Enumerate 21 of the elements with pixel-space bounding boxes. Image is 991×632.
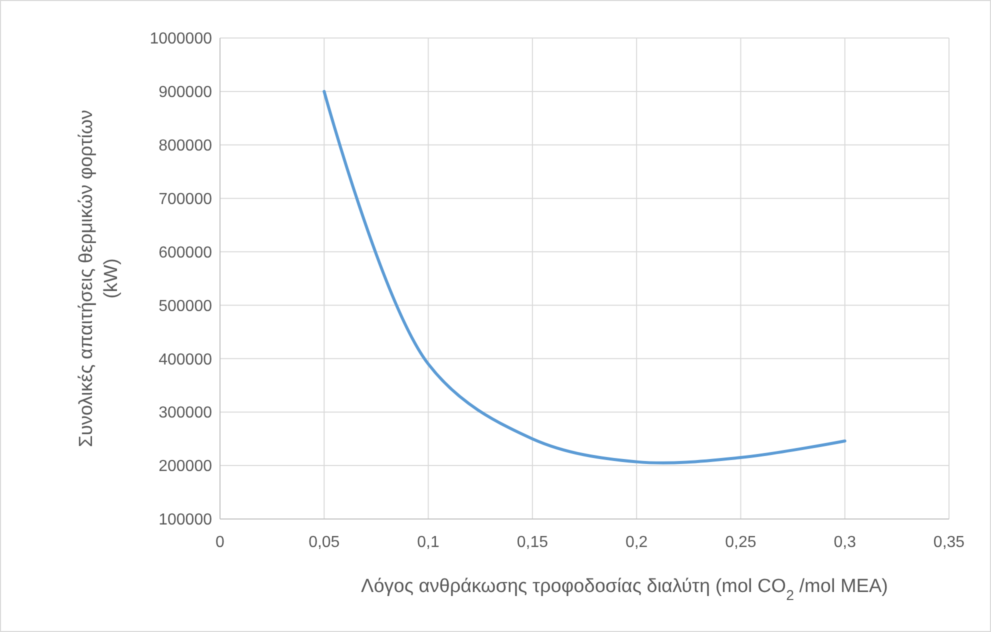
x-tick-label: 0,25 (725, 534, 756, 551)
line-series (322, 90, 846, 464)
x-axis-title: Λόγος ανθράκωσης τροφοδοσίας διαλύτη (mol CO$_{2}$ /mol MEA) (361, 576, 888, 604)
y-tick-label: 800000 (158, 137, 212, 154)
y-tick-label: 300000 (158, 404, 212, 422)
y-tick-label: 200000 (158, 458, 212, 476)
y-axis-title: Συνολικές απαιτήσεις θερμικών φορτίων (kW) (76, 110, 122, 448)
y-tick-label: 1000000 (150, 30, 212, 48)
y-tick-label: 600000 (158, 244, 212, 262)
y-tick-label: 900000 (158, 84, 212, 102)
y-tick-label: 500000 (158, 298, 212, 315)
y-tick-label: 100000 (158, 512, 212, 529)
x-tick-label: 0,3 (834, 534, 856, 551)
x-tick-label: 0,1 (417, 534, 440, 551)
x-tick-label: 0,05 (308, 534, 340, 551)
x-tick-label: 0,15 (516, 534, 548, 551)
x-tick-label: 0,2 (625, 534, 648, 551)
x-tick-label: 0 (216, 534, 225, 551)
x-tick-label: 0,35 (933, 534, 965, 551)
y-tick-label: 400000 (158, 351, 212, 368)
y-tick-label: 700000 (158, 190, 212, 208)
